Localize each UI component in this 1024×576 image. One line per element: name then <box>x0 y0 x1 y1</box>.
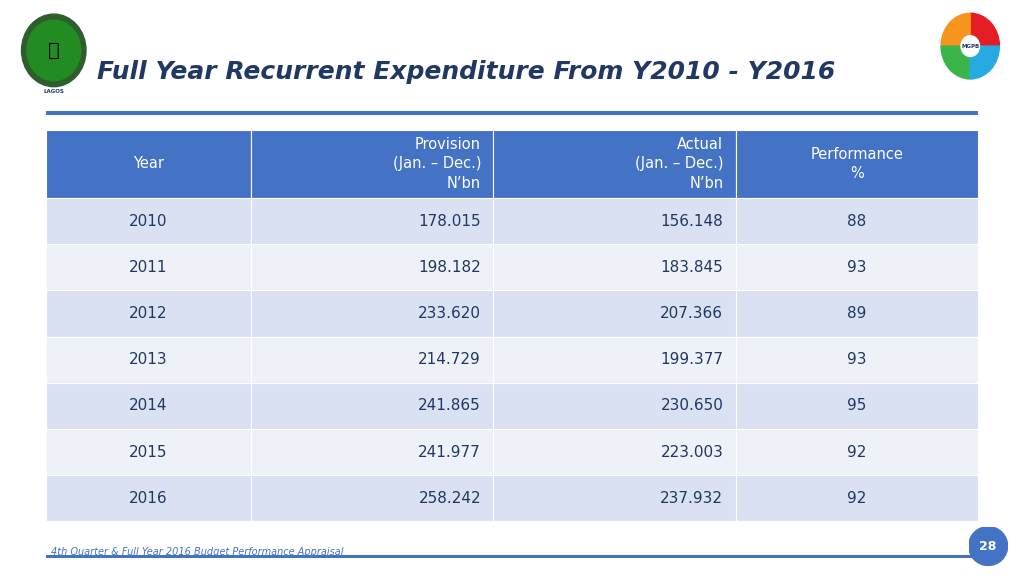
Text: 199.377: 199.377 <box>660 352 723 367</box>
Text: 2016: 2016 <box>129 491 168 506</box>
Circle shape <box>27 20 81 81</box>
Text: 93: 93 <box>847 352 866 367</box>
Text: LAGOS: LAGOS <box>43 89 65 94</box>
Text: Performance
%: Performance % <box>810 147 903 181</box>
Wedge shape <box>941 46 971 79</box>
Wedge shape <box>971 13 999 46</box>
Text: 156.148: 156.148 <box>660 214 723 229</box>
Text: 2011: 2011 <box>129 260 168 275</box>
Text: 183.845: 183.845 <box>660 260 723 275</box>
Text: 🦅: 🦅 <box>48 41 59 60</box>
Text: 237.932: 237.932 <box>660 491 723 506</box>
Text: 230.650: 230.650 <box>660 399 723 414</box>
Text: MGPB: MGPB <box>962 44 979 48</box>
Text: 241.977: 241.977 <box>419 445 481 460</box>
Text: 2010: 2010 <box>129 214 168 229</box>
Text: 92: 92 <box>847 445 866 460</box>
Text: 2014: 2014 <box>129 399 168 414</box>
Text: 92: 92 <box>847 491 866 506</box>
Text: Provision
(Jan. – Dec.)
N’bn: Provision (Jan. – Dec.) N’bn <box>392 137 481 191</box>
Text: 2015: 2015 <box>129 445 168 460</box>
Text: Actual
(Jan. – Dec.)
N’bn: Actual (Jan. – Dec.) N’bn <box>635 137 723 191</box>
Wedge shape <box>971 46 999 79</box>
Circle shape <box>969 526 1008 566</box>
Text: 89: 89 <box>847 306 866 321</box>
Text: 88: 88 <box>847 214 866 229</box>
Text: 241.865: 241.865 <box>419 399 481 414</box>
Text: Full Year Recurrent Expenditure From Y2010 - Y2016: Full Year Recurrent Expenditure From Y20… <box>97 60 836 85</box>
Text: 258.242: 258.242 <box>419 491 481 506</box>
Text: 233.620: 233.620 <box>418 306 481 321</box>
Text: 198.182: 198.182 <box>419 260 481 275</box>
Wedge shape <box>941 13 971 46</box>
Text: 178.015: 178.015 <box>419 214 481 229</box>
Text: 2013: 2013 <box>129 352 168 367</box>
Text: 214.729: 214.729 <box>419 352 481 367</box>
Text: 95: 95 <box>847 399 866 414</box>
Text: 223.003: 223.003 <box>660 445 723 460</box>
Text: 2012: 2012 <box>129 306 168 321</box>
Text: 207.366: 207.366 <box>660 306 723 321</box>
Text: 4th Quarter & Full Year 2016 Budget Performance Appraisal: 4th Quarter & Full Year 2016 Budget Perf… <box>51 547 344 557</box>
Text: 93: 93 <box>847 260 866 275</box>
Text: 28: 28 <box>980 540 996 552</box>
Circle shape <box>961 36 979 56</box>
Text: Year: Year <box>133 156 164 172</box>
Circle shape <box>22 14 86 87</box>
